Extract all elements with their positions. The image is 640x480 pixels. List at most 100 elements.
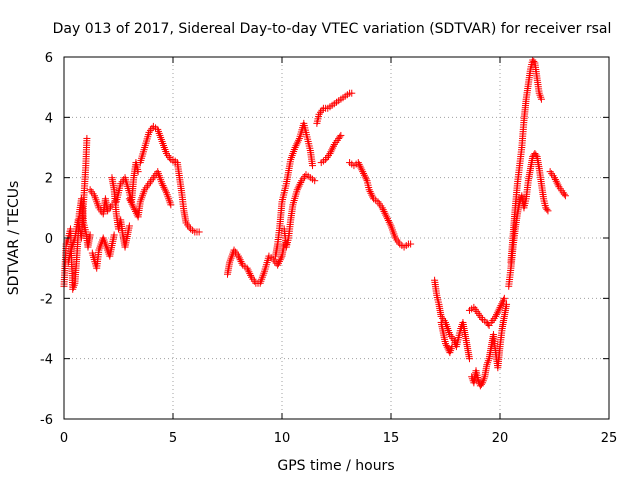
data-point-trace — [499, 298, 507, 306]
y-tick-label: -6 — [40, 413, 53, 428]
data-point-trace — [385, 218, 393, 226]
data-point — [311, 177, 319, 185]
data-point-trace — [379, 206, 387, 214]
y-tick-label: 6 — [45, 51, 53, 66]
data-point-trace — [329, 142, 337, 150]
data-point-trace — [443, 343, 451, 351]
y-tick-label: 2 — [45, 172, 53, 187]
data-point-trace — [245, 268, 253, 276]
x-tick-label: 20 — [492, 431, 509, 446]
data-point-trace — [238, 259, 246, 267]
y-tick-label: 0 — [45, 232, 53, 247]
data-point — [561, 192, 569, 200]
data-point-trace — [530, 58, 538, 66]
data-point-trace — [380, 207, 388, 215]
data-point-trace — [126, 197, 134, 205]
data-point-trace — [131, 206, 139, 214]
data-point-trace — [356, 162, 364, 170]
grid-lines — [64, 57, 609, 419]
data-point-trace — [329, 144, 337, 152]
data-point — [496, 303, 504, 311]
data-point-trace — [162, 187, 170, 195]
data-point — [354, 159, 362, 167]
data-point-trace — [247, 271, 255, 279]
data-point-trace — [497, 302, 505, 310]
data-point — [309, 162, 317, 170]
data-point-trace — [297, 178, 305, 186]
data-point-trace — [128, 200, 136, 208]
data-point-trace — [159, 182, 167, 190]
data-point-trace — [369, 193, 377, 201]
data-point-trace — [336, 133, 344, 141]
data-point-trace — [294, 138, 302, 146]
data-point-trace — [367, 189, 375, 197]
data-point — [167, 201, 175, 209]
y-tick-label: -2 — [40, 292, 53, 307]
data-point-trace — [129, 202, 137, 210]
data-point — [291, 144, 299, 151]
data-point-trace — [358, 166, 366, 174]
data-point-trace — [384, 215, 392, 223]
x-tick-label: 15 — [383, 431, 400, 446]
data-point — [492, 312, 500, 320]
data-point-trace — [368, 191, 376, 199]
data-point — [551, 174, 558, 182]
data-point-trace — [532, 151, 540, 159]
data-point — [125, 195, 133, 203]
data-point-trace — [543, 205, 551, 213]
data-point-trace — [493, 311, 501, 319]
data-point-trace — [442, 341, 450, 349]
data-point — [365, 186, 373, 194]
data-point-trace — [360, 171, 368, 179]
data-point-trace — [386, 220, 394, 228]
data-point — [86, 231, 94, 239]
data-point-trace — [295, 136, 303, 144]
data-point-trace — [127, 198, 135, 206]
data-point-trace — [495, 305, 503, 313]
data-point-trace — [236, 256, 244, 264]
data-point-trace — [360, 169, 368, 177]
data-point-trace — [494, 307, 502, 315]
x-tick-label: 10 — [274, 431, 291, 446]
data-point-trace — [237, 258, 245, 266]
data-point-trace — [327, 148, 335, 156]
data-point-trace — [235, 254, 243, 262]
data-point-trace — [366, 188, 374, 196]
data-point-trace — [132, 207, 140, 215]
axis-ticks — [63, 56, 610, 420]
data-point — [448, 343, 456, 351]
data-point — [125, 222, 133, 230]
data-point-trace — [292, 142, 300, 150]
data-point-trace — [552, 177, 560, 185]
x-tick-label: 25 — [601, 431, 618, 446]
y-axis-title: SDTVAR / TECUs — [6, 181, 22, 296]
data-point-trace — [296, 180, 304, 188]
data-point-trace — [498, 300, 506, 308]
data-point-trace — [244, 266, 252, 274]
y-tick-label: -4 — [40, 353, 53, 368]
y-tick-labels: -6 -4 -2 0 2 4 6 — [40, 51, 53, 428]
data-point-trace — [294, 184, 302, 192]
data-point — [195, 228, 203, 236]
data-point-trace — [382, 211, 390, 219]
data-point — [544, 207, 552, 215]
data-point-trace — [161, 185, 169, 193]
chart-title: Day 013 of 2017, Sidereal Day-to-day VTE… — [53, 21, 612, 37]
data-point — [337, 131, 345, 139]
data-point-trace — [361, 173, 369, 181]
data-point — [537, 95, 545, 103]
data-point-trace — [276, 256, 284, 264]
data-point — [83, 134, 91, 142]
data-point-trace — [246, 270, 254, 278]
data-point — [243, 264, 251, 272]
data-point-trace — [560, 190, 568, 198]
data-point-trace — [328, 146, 336, 154]
data-point — [110, 231, 118, 239]
x-axis-title: GPS time / hours — [277, 458, 394, 474]
data-point-trace — [477, 380, 485, 388]
data-point — [348, 89, 356, 97]
data-point — [158, 180, 166, 188]
data-points — [60, 56, 569, 390]
data-point-trace — [160, 183, 168, 191]
